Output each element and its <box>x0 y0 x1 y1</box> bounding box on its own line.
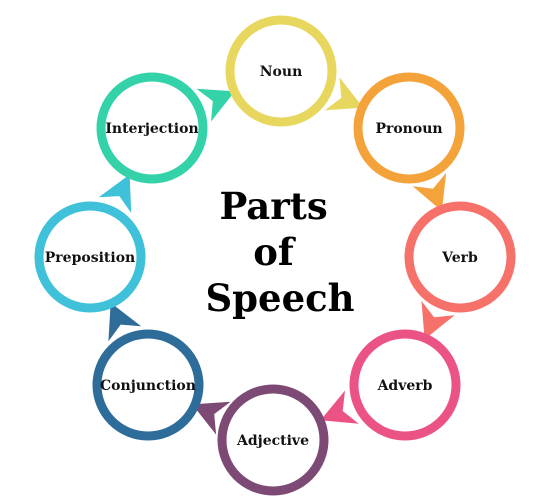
connector-arrows <box>98 77 455 435</box>
node-pronoun: Pronoun <box>353 72 465 184</box>
node-label: Noun <box>260 64 303 80</box>
node-interjection: Interjection <box>96 72 208 184</box>
center-title-line-2: of <box>253 230 296 274</box>
node-ring: Noun Pronoun Verb Adverb Adjective Conjunctio… <box>34 15 516 496</box>
node-adjective: Adjective <box>217 384 329 496</box>
node-circle <box>92 329 204 441</box>
node-label: Verb <box>441 250 478 266</box>
node-circle <box>404 201 516 313</box>
node-label: Adverb <box>377 378 433 394</box>
node-label: Conjunction <box>100 378 196 394</box>
arrow-pronoun <box>412 172 447 212</box>
arrow-preposition <box>98 174 132 213</box>
node-circle <box>217 384 329 496</box>
center-title-line-1: Parts <box>219 184 327 228</box>
node-circle <box>34 201 146 313</box>
arrow-adjective <box>192 401 231 435</box>
node-circle <box>225 15 337 127</box>
node-noun: Noun <box>225 15 337 127</box>
node-adverb: Adverb <box>349 329 461 441</box>
center-title-line-3: Speech <box>205 276 354 320</box>
node-preposition: Preposition <box>34 201 146 313</box>
arrow-adverb <box>320 390 359 424</box>
arrow-noun <box>324 77 364 111</box>
node-label: Preposition <box>45 250 135 266</box>
node-circle <box>353 72 465 184</box>
node-label: Adjective <box>236 433 309 449</box>
node-label: Interjection <box>105 121 198 137</box>
arrow-interjection <box>196 88 235 122</box>
arrow-conjunction <box>108 302 142 342</box>
node-label: Pronoun <box>375 121 442 137</box>
node-conjunction: Conjunction <box>92 329 204 441</box>
arrow-verb <box>421 301 455 340</box>
node-verb: Verb <box>404 201 516 313</box>
node-circle <box>349 329 461 441</box>
node-circle <box>96 72 208 184</box>
center-title: Parts of Speech <box>205 184 354 320</box>
